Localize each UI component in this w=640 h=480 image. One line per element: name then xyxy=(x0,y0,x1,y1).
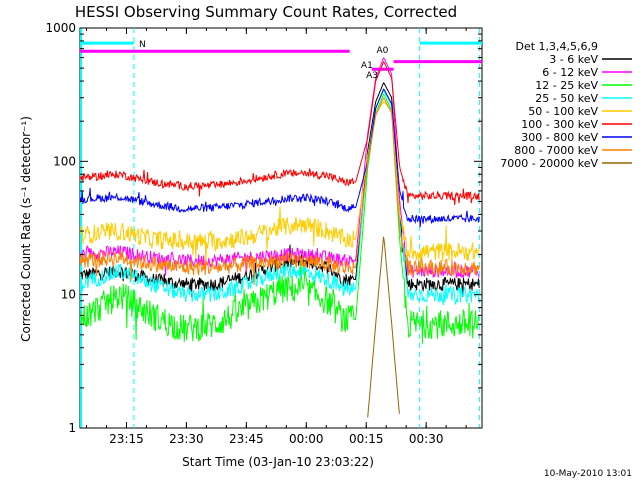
legend-entry-label: 800 - 7000 keV xyxy=(514,144,598,157)
legend-entry-label: 100 - 300 keV xyxy=(521,118,598,131)
x-tick-label: 23:45 xyxy=(229,432,264,446)
legend-entry-label: 25 - 50 keV xyxy=(535,92,598,105)
y-axis-label: Corrected Count Rate (s⁻¹ detector⁻¹) xyxy=(19,116,33,342)
y-tick-label: 1 xyxy=(68,421,76,435)
x-axis-label: Start Time (03-Jan-10 23:03:22) xyxy=(182,455,374,469)
legend-title: Det 1,3,4,5,6,9 xyxy=(515,40,598,53)
series-line xyxy=(80,61,480,206)
series-line xyxy=(80,101,480,267)
x-tick-label: 23:15 xyxy=(109,432,144,446)
legend-entry-label: 7000 - 20000 keV xyxy=(500,157,598,170)
x-tick-label: 00:30 xyxy=(409,432,444,446)
y-tick-label: 1000 xyxy=(45,21,76,35)
x-tick-label: 00:15 xyxy=(349,432,384,446)
legend-entry-label: 300 - 800 keV xyxy=(521,131,598,144)
y-tick-label: 10 xyxy=(61,288,76,302)
series-line xyxy=(80,88,480,228)
legend-entry-label: 3 - 6 keV xyxy=(549,53,598,66)
series-line xyxy=(80,97,480,286)
annotation-label: A0 xyxy=(377,46,389,56)
chart-title: HESSI Observing Summary Count Rates, Cor… xyxy=(75,3,457,21)
legend-entry-label: 6 - 12 keV xyxy=(542,66,598,79)
date-stamp: 10-May-2010 13:01 xyxy=(544,469,632,479)
axis-ticks: 23:15 23:30 23:45 00:00 00:15 00:30 1 10 100 1000 xyxy=(45,21,482,446)
series-line xyxy=(80,89,480,306)
annotation-label: N xyxy=(139,40,146,50)
x-tick-label: 23:30 xyxy=(169,432,204,446)
legend-entry-label: 12 - 25 keV xyxy=(535,79,598,92)
series-line xyxy=(367,236,400,418)
legend-entry-label: 50 - 100 keV xyxy=(528,105,598,118)
plot-inner xyxy=(80,28,482,428)
series-line xyxy=(80,57,480,279)
y-tick-label: 100 xyxy=(53,154,76,168)
x-tick-label: 00:00 xyxy=(289,432,324,446)
annotation-label: A3 xyxy=(366,71,378,81)
annotation-label: A1 xyxy=(361,61,373,71)
series-line xyxy=(80,93,480,344)
